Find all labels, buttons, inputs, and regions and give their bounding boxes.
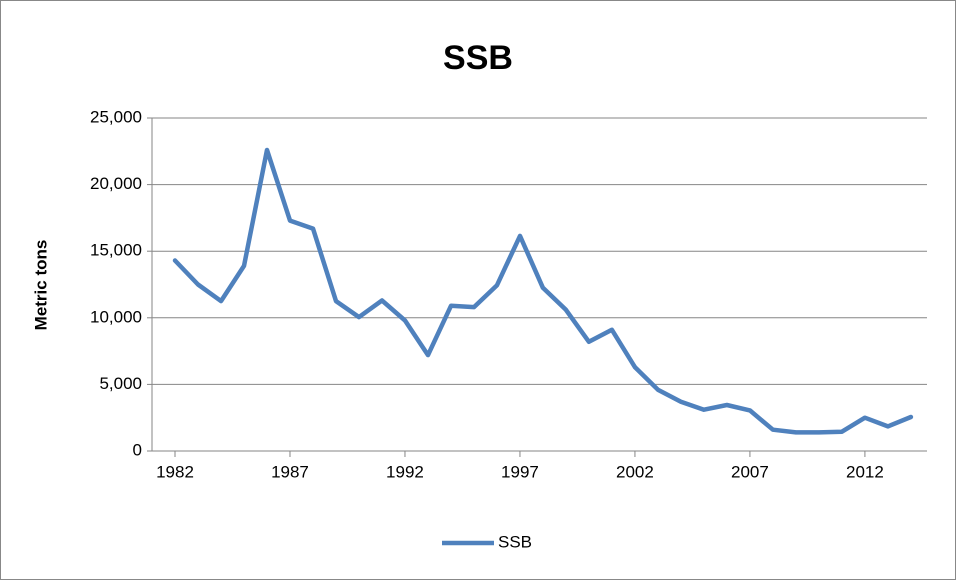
y-tick-label: 5,000: [99, 374, 142, 393]
x-tick-label: 2012: [846, 462, 884, 481]
x-tick-label: 2007: [731, 462, 769, 481]
data-line: [172, 147, 914, 435]
x-tick-label: 2002: [616, 462, 654, 481]
legend-label: SSB: [498, 532, 532, 551]
y-tick-label: 20,000: [90, 174, 142, 193]
chart-title: SSB: [443, 39, 513, 77]
y-tick-label: 15,000: [90, 241, 142, 260]
x-tick-label: 1997: [501, 462, 539, 481]
y-tick-label: 25,000: [90, 107, 142, 126]
y-axis-label: Metric tons: [31, 240, 50, 331]
x-tick-label: 1987: [271, 462, 309, 481]
y-tick-label: 0: [133, 440, 142, 459]
x-tick-label: 1982: [156, 462, 194, 481]
y-tick-label: 10,000: [90, 307, 142, 326]
x-tick-label: 1992: [386, 462, 424, 481]
